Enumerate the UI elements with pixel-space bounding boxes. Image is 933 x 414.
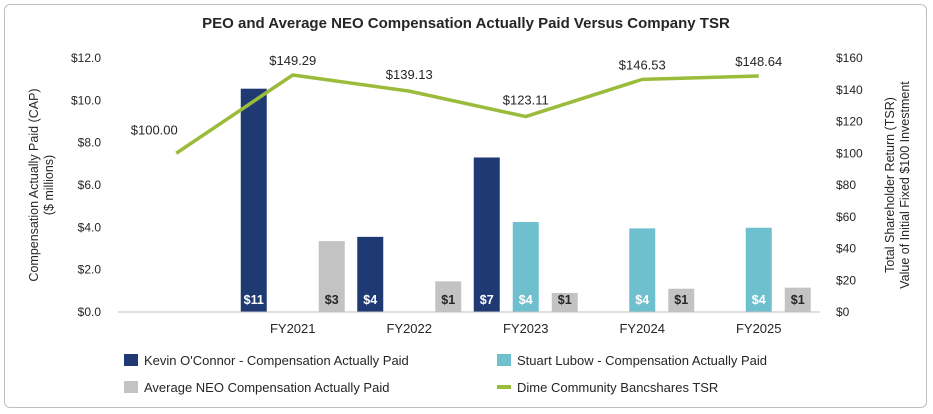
bar-data-label: $4: [635, 293, 649, 307]
y-left-title-line1: Compensation Actually Paid (CAP): [27, 88, 41, 281]
tsr-data-label: $146.53: [619, 57, 666, 72]
y-left-tick-label: $4.0: [78, 220, 102, 234]
y-left-tick-label: $8.0: [78, 136, 102, 150]
legend-swatch: [497, 354, 511, 366]
tsr-data-label: $100.00: [131, 122, 178, 137]
tsr-data-label: $139.13: [386, 67, 433, 82]
tsr-data-label: $149.29: [269, 53, 316, 68]
chart-frame: [4, 4, 927, 408]
y-right-tick-label: $0: [836, 305, 850, 319]
bar: [357, 236, 384, 312]
bar-data-label: $1: [558, 293, 572, 307]
tsr-line: $100.00 $149.29 $139.13 $123.11 $146.53 $148.…: [131, 53, 782, 155]
y-right-tick-label: $160: [836, 51, 863, 65]
tsr-data-label: $148.64: [735, 54, 782, 69]
bar-data-label: $4: [519, 293, 533, 307]
y-left-tick-label: $10.0: [71, 93, 101, 107]
x-tick-label: FY2025: [736, 321, 782, 336]
y-right-tick-label: $20: [836, 273, 856, 287]
bar: [784, 287, 811, 312]
y-right-title-line1: Total Shareholder Return (TSR): [883, 97, 897, 273]
x-tick-label: FY2024: [619, 321, 665, 336]
bar: [668, 288, 695, 312]
bar: [512, 222, 539, 312]
y-left-ticks: $0.0 $2.0 $4.0 $6.0 $8.0 $10.0 $12.0: [71, 51, 101, 319]
legend-label: Stuart Lubow - Compensation Actually Pai…: [517, 353, 767, 368]
bar: [435, 281, 462, 312]
legend-label: Kevin O'Connor - Compensation Actually P…: [144, 353, 409, 368]
bar-data-label: $1: [791, 293, 805, 307]
legend-swatch: [124, 381, 138, 393]
bar-data-label: $1: [674, 293, 688, 307]
y-right-ticks: $0 $20 $40 $60 $80 $100 $120 $140 $160: [836, 51, 863, 319]
y-right-axis-title: Total Shareholder Return (TSR) Value of I…: [883, 81, 912, 289]
x-tick-label: FY2022: [386, 321, 432, 336]
y-left-title-line2: ($ millions): [42, 155, 56, 215]
bar-data-label: $7: [480, 293, 494, 307]
x-tick-label: FY2023: [503, 321, 549, 336]
bar: [745, 227, 772, 312]
bar: [551, 292, 578, 312]
bar: [629, 228, 656, 312]
y-left-tick-label: $12.0: [71, 51, 101, 65]
bar-data-label: $4: [752, 293, 766, 307]
bar-data-label: $3: [325, 293, 339, 307]
legend-label: Dime Community Bancshares TSR: [517, 380, 718, 395]
bar-data-label: $4: [363, 293, 377, 307]
y-right-tick-label: $80: [836, 178, 856, 192]
y-left-axis-title: Compensation Actually Paid (CAP) ($ milli…: [27, 88, 56, 281]
x-ticks: FY2021 FY2022 FY2023 FY2024 FY2025: [270, 321, 782, 336]
bar: [318, 241, 345, 312]
tsr-data-label: $123.11: [503, 93, 549, 108]
y-right-title-line2: Value of Initial Fixed $100 Investment: [898, 81, 912, 289]
y-right-tick-label: $100: [836, 146, 863, 160]
legend: Kevin O'Connor - Compensation Actually P…: [124, 353, 767, 395]
y-right-tick-label: $140: [836, 83, 863, 97]
bars: $11 $4 $7 $4 $4 $4 $3 $1 $1 $1 $1: [240, 88, 811, 312]
bar-data-label: $1: [441, 293, 455, 307]
y-right-tick-label: $40: [836, 242, 856, 256]
y-right-tick-label: $120: [836, 115, 863, 129]
y-right-tick-label: $60: [836, 210, 856, 224]
y-left-tick-label: $6.0: [78, 178, 102, 192]
tsr-series-line: [175, 73, 759, 155]
bar-data-label: $11: [244, 293, 264, 307]
chart-title: PEO and Average NEO Compensation Actuall…: [202, 15, 730, 32]
bar: [240, 88, 267, 312]
legend-swatch: [124, 354, 138, 366]
legend-label: Average NEO Compensation Actually Paid: [144, 380, 389, 395]
bar: [473, 157, 500, 312]
y-left-tick-label: $0.0: [78, 305, 102, 319]
y-left-tick-label: $2.0: [78, 263, 102, 277]
x-tick-label: FY2021: [270, 321, 316, 336]
